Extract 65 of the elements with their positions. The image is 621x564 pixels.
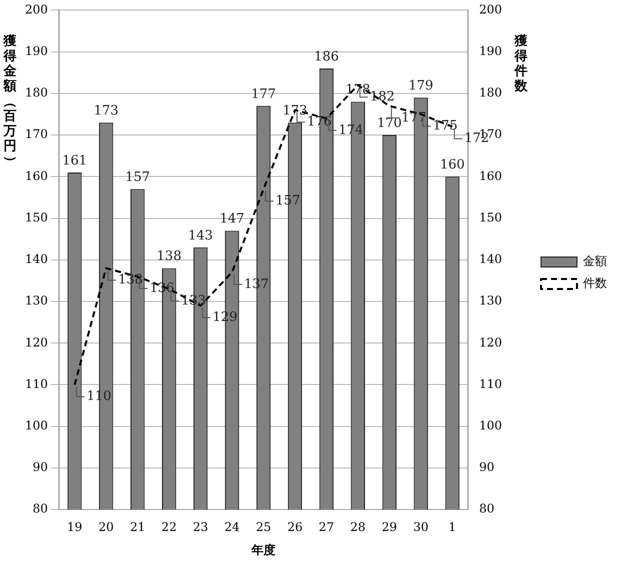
y2-tick-label: 110 bbox=[479, 376, 502, 391]
data-label: 147 bbox=[220, 212, 244, 227]
data-label: 182 bbox=[370, 89, 395, 104]
y2-tick-label: 180 bbox=[479, 86, 502, 100]
y2-tick-label: 120 bbox=[479, 335, 502, 350]
y2-tick-label: 90 bbox=[479, 460, 494, 474]
y-tick-label: 150 bbox=[25, 210, 48, 224]
x-tick-label: 30 bbox=[413, 520, 429, 534]
y2-tick-label: 150 bbox=[479, 210, 502, 224]
legend-label: 金額 bbox=[583, 254, 607, 268]
y2-tick-label: 160 bbox=[479, 168, 502, 183]
data-label: 129 bbox=[212, 310, 238, 326]
x-tick-label: 23 bbox=[192, 520, 208, 534]
data-label: 175 bbox=[432, 118, 458, 134]
x-tick-label: 24 bbox=[224, 520, 240, 534]
y-tick-label: 130 bbox=[25, 294, 48, 308]
data-label: 161 bbox=[62, 153, 88, 168]
data-label: 138 bbox=[156, 249, 182, 264]
data-label: 137 bbox=[244, 276, 269, 292]
x-tick-label: 28 bbox=[350, 520, 366, 534]
y-tick-label: 110 bbox=[25, 376, 48, 391]
y2-tick-label: 80 bbox=[479, 502, 494, 516]
y-tick-label: 160 bbox=[25, 168, 48, 183]
y2-tick-label: 130 bbox=[479, 294, 502, 308]
x-tick-label: 27 bbox=[318, 520, 334, 534]
y-tick-label: 200 bbox=[25, 2, 48, 16]
data-label: 176 bbox=[306, 114, 332, 130]
y-tick-label: 80 bbox=[32, 502, 48, 516]
y2-tick-label: 140 bbox=[479, 252, 502, 266]
x-tick-label: 21 bbox=[130, 520, 146, 534]
x-tick-label: 1 bbox=[448, 520, 456, 534]
y-tick-label: 140 bbox=[25, 252, 48, 266]
data-label: 170 bbox=[376, 116, 402, 131]
y-tick-label: 190 bbox=[25, 44, 48, 58]
y-tick-label: 90 bbox=[32, 460, 48, 474]
data-label: 186 bbox=[314, 49, 339, 64]
x-tick-label: 19 bbox=[67, 520, 82, 534]
y2-tick-label: 100 bbox=[479, 418, 502, 432]
data-label: 174 bbox=[338, 122, 364, 138]
data-label: 136 bbox=[150, 280, 174, 296]
x-axis-title: 年度 bbox=[250, 543, 276, 557]
y2-axis-title: 獲得件数 bbox=[514, 34, 528, 94]
x-tick-label: 22 bbox=[161, 520, 177, 534]
y-tick-label: 100 bbox=[25, 418, 48, 432]
data-label: 157 bbox=[125, 170, 150, 186]
y2-tick-label: 200 bbox=[479, 2, 502, 16]
data-label: 179 bbox=[408, 78, 434, 94]
y-tick-label: 180 bbox=[25, 86, 48, 100]
y-tick-label: 120 bbox=[25, 335, 48, 350]
x-tick-label: 20 bbox=[98, 520, 114, 534]
y2-tick-label: 190 bbox=[479, 44, 502, 58]
data-label: 138 bbox=[118, 272, 143, 288]
text: 獲得金額（百万円） bbox=[2, 34, 18, 169]
y-tick-label: 170 bbox=[25, 127, 48, 142]
data-label: 173 bbox=[94, 103, 119, 118]
x-tick-label: 26 bbox=[287, 520, 303, 534]
x-tick-label: 29 bbox=[382, 520, 398, 534]
data-label: 143 bbox=[188, 228, 213, 244]
data-label: 173 bbox=[282, 103, 308, 118]
data-label: 177 bbox=[251, 86, 276, 102]
legend-label: 件数 bbox=[583, 276, 607, 290]
data-label: 157 bbox=[276, 194, 300, 209]
data-label: 110 bbox=[86, 389, 112, 404]
x-tick-label: 25 bbox=[256, 520, 272, 534]
data-label: 160 bbox=[440, 158, 465, 173]
